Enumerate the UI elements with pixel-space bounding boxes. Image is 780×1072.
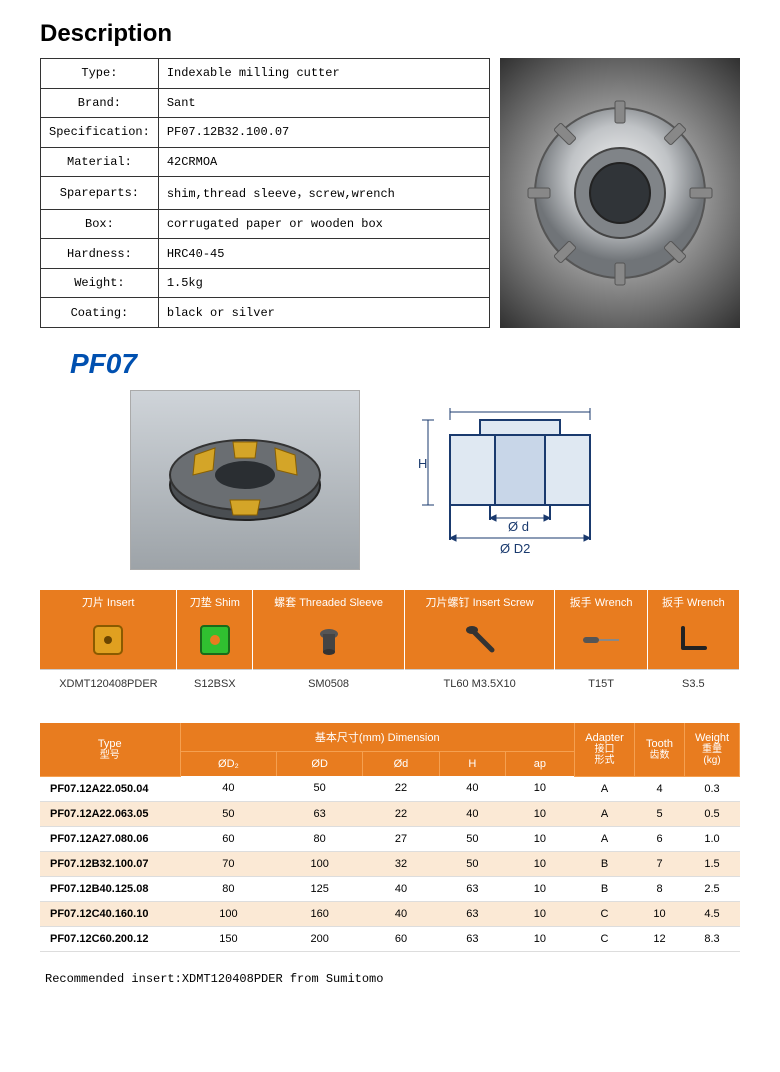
svg-text:H: H	[418, 456, 427, 471]
parts-header-3: 刀片螺钉 Insert Screw	[404, 590, 555, 614]
parts-header-5: 扳手 Wrench	[647, 590, 739, 614]
desc-label-5: Box:	[41, 209, 159, 239]
table-row: PF07.12B40.125.0880125406310B82.5	[40, 876, 740, 901]
parts-icon-screw	[404, 614, 555, 670]
description-table: Type:Indexable milling cutterBrand:SantS…	[40, 58, 490, 328]
parts-code-0: XDMT120408PDER	[40, 670, 177, 699]
col-dimension-cn: 基本尺寸(mm)	[315, 732, 385, 744]
footnote: Recommended insert:XDMT120408PDER from S…	[40, 972, 740, 986]
table-row: PF07.12A22.063.055063224010A50.5	[40, 801, 740, 826]
parts-header-2: 螺套 Threaded Sleeve	[253, 590, 404, 614]
parts-code-2: SM0508	[253, 670, 404, 699]
dim-subhead-0: ØD₂	[180, 752, 277, 777]
col-adapter: Adapter	[585, 732, 624, 744]
page-title: Description	[40, 20, 740, 48]
col-type-sub: 型号	[44, 750, 176, 761]
top-section: Type:Indexable milling cutterBrand:SantS…	[40, 58, 740, 328]
desc-value-7: 1.5kg	[158, 268, 489, 298]
col-type: Type	[98, 738, 122, 750]
svg-text:Ø d: Ø d	[508, 519, 529, 534]
desc-label-7: Weight:	[41, 268, 159, 298]
col-tooth: Tooth	[646, 738, 673, 750]
parts-icon-insert	[40, 614, 177, 670]
dim-subhead-4: ap	[505, 752, 574, 777]
col-adapter-sub: 形式	[579, 755, 630, 766]
table-row: PF07.12A27.080.066080275010A61.0	[40, 826, 740, 851]
table-row: PF07.12C60.200.12150200606310C128.3	[40, 926, 740, 951]
parts-code-4: T15T	[555, 670, 647, 699]
model-label: PF07	[70, 348, 740, 380]
desc-value-1: Sant	[158, 88, 489, 118]
parts-header-0: 刀片 Insert	[40, 590, 177, 614]
svg-text:Ø D2: Ø D2	[500, 541, 530, 556]
desc-value-5: corrugated paper or wooden box	[158, 209, 489, 239]
parts-icon-sleeve	[253, 614, 404, 670]
col-tooth-cn: 齿数	[639, 750, 680, 761]
parts-icon-driver	[555, 614, 647, 670]
parts-table: 刀片 Insert刀垫 Shim螺套 Threaded Sleeve刀片螺钉 I…	[40, 590, 740, 698]
desc-label-4: Spareparts:	[41, 177, 159, 210]
col-weight: Weight	[695, 732, 729, 744]
dimension-table: Type 型号 基本尺寸(mm) Dimension Adapter 接口 形式…	[40, 723, 740, 952]
desc-label-6: Hardness:	[41, 239, 159, 269]
product-photo	[500, 58, 740, 328]
dim-subhead-2: Ød	[362, 752, 439, 777]
render-image	[130, 390, 360, 570]
col-weight-sub: (kg)	[689, 755, 735, 766]
technical-drawing: H Ø d Ø D2	[390, 390, 650, 570]
desc-value-2: PF07.12B32.100.07	[158, 118, 489, 148]
desc-label-8: Coating:	[41, 298, 159, 328]
desc-value-4: shim,thread sleeve，screw,wrench	[158, 177, 489, 210]
parts-icon-hexkey	[647, 614, 739, 670]
desc-value-8: black or silver	[158, 298, 489, 328]
desc-value-6: HRC40-45	[158, 239, 489, 269]
parts-code-5: S3.5	[647, 670, 739, 699]
desc-label-1: Brand:	[41, 88, 159, 118]
render-icon	[145, 400, 345, 560]
table-row: PF07.12A22.050.044050224010A40.3	[40, 776, 740, 801]
dim-subhead-3: H	[439, 752, 505, 777]
drawing-icon: H Ø d Ø D2	[390, 390, 650, 570]
desc-value-0: Indexable milling cutter	[158, 59, 489, 89]
desc-label-2: Specification:	[41, 118, 159, 148]
desc-label-0: Type:	[41, 59, 159, 89]
col-adapter-cn: 接口	[579, 744, 630, 755]
table-row: PF07.12C40.160.10100160406310C104.5	[40, 901, 740, 926]
dim-subhead-1: ØD	[277, 752, 363, 777]
desc-label-3: Material:	[41, 147, 159, 177]
col-dimension-en: Dimension	[388, 732, 440, 744]
diagrams-row: H Ø d Ø D2	[40, 390, 740, 570]
parts-code-1: S12BSX	[177, 670, 253, 699]
parts-code-3: TL60 M3.5X10	[404, 670, 555, 699]
desc-value-3: 42CRMOA	[158, 147, 489, 177]
parts-header-1: 刀垫 Shim	[177, 590, 253, 614]
table-row: PF07.12B32.100.0770100325010B71.5	[40, 851, 740, 876]
col-weight-cn: 重量	[689, 744, 735, 755]
parts-header-4: 扳手 Wrench	[555, 590, 647, 614]
gear-photo-icon	[520, 93, 720, 293]
parts-icon-shim	[177, 614, 253, 670]
